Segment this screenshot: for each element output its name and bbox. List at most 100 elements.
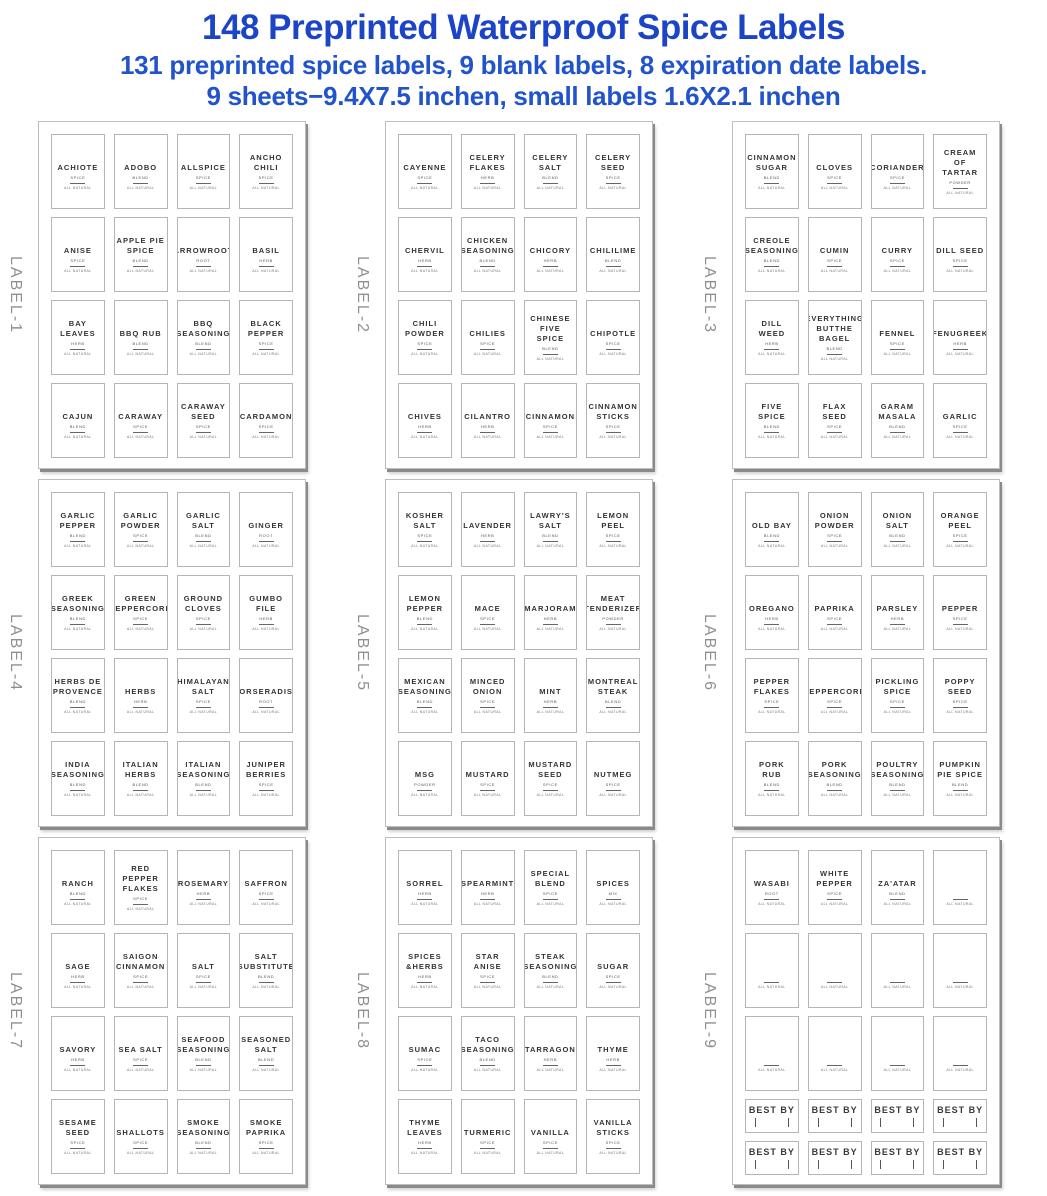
- label-footer: ALL NATURAL: [820, 984, 849, 989]
- label-footer: ALL NATURAL: [411, 1067, 439, 1072]
- label-type: HERB: [480, 532, 495, 538]
- label-type: SPICE: [827, 174, 843, 180]
- label-divider-line: [605, 348, 621, 350]
- spice-label: FENNEL SPICE ALL NATURAL: [870, 300, 925, 376]
- label-divider-line: [605, 540, 621, 542]
- spice-label: MEXICAN SEASONING BLEND ALL NATURAL: [398, 658, 452, 734]
- label-title: CAYENNE: [403, 163, 447, 173]
- label-divider-line: [480, 981, 496, 983]
- sheet-name: LABEL-1: [7, 256, 24, 335]
- spice-label: BAY LEAVES HERB ALL NATURAL: [51, 300, 105, 376]
- label-footer: ALL NATURAL: [64, 543, 92, 548]
- label-title: LEMON PEPPER: [406, 594, 444, 614]
- label-title: SALT: [191, 962, 215, 972]
- label-footer: ALL NATURAL: [946, 901, 974, 906]
- label-title: GARLIC: [942, 412, 978, 422]
- label-footer: ALL NATURAL: [252, 185, 280, 190]
- label-type: SPICE: [417, 1056, 433, 1062]
- label-footer: ALL NATURAL: [820, 709, 849, 714]
- label-divider-line: [827, 265, 843, 267]
- best-by-text: BEST BY: [937, 1147, 984, 1158]
- spice-label: DILL WEED HERB ALL NATURAL: [745, 300, 799, 376]
- label-divider-line: [195, 1147, 211, 1149]
- label-title: BBQ SEASONING: [176, 319, 231, 339]
- label-divider-line: [70, 348, 86, 350]
- blank-label: ALL NATURAL: [933, 850, 987, 926]
- spice-label: ITALIAN SEASONING BLEND ALL NATURAL: [176, 741, 231, 817]
- label-footer: ALL NATURAL: [64, 901, 92, 906]
- label-footer: ALL NATURAL: [599, 543, 627, 548]
- label-divider-line: [70, 540, 86, 542]
- label-divider-line: [952, 1064, 968, 1066]
- label-divider-line: [480, 623, 496, 625]
- label-title: CELERY SALT: [532, 153, 569, 173]
- label-divider-line: [480, 182, 496, 184]
- label-divider-line: [952, 187, 968, 189]
- label-divider-line: [764, 981, 780, 983]
- label-sheet: RANCH BLEND ALL NATURAL RED PEPPER FLAKES SP…: [38, 837, 306, 1186]
- label-title: SESAME SEED: [59, 1118, 97, 1138]
- spice-label: GARLIC PEPPER BLEND ALL NATURAL: [51, 492, 105, 568]
- label-footer: ALL NATURAL: [126, 626, 155, 631]
- label-sheet: CINNAMON SUGAR BLEND ALL NATURAL CLOVES SPIC…: [732, 121, 1000, 470]
- label-footer: ALL NATURAL: [64, 185, 92, 190]
- spice-label: ONION SALT BLEND ALL NATURAL: [870, 492, 925, 568]
- spice-label: GREEN PEPPERCORNSPICE ALL NATURAL: [113, 575, 168, 651]
- spice-label: MINCED ONION SPICE ALL NATURAL: [460, 658, 515, 734]
- label-divider-line: [258, 348, 274, 350]
- label-title: CUMIN: [819, 246, 850, 256]
- label-title: HERBS: [124, 687, 157, 697]
- spice-label: MEAT TENDERIZER POWDER ALL NATURAL: [586, 575, 640, 651]
- spice-label: BASIL HERB ALL NATURAL: [239, 217, 293, 293]
- spice-label: ONION POWDER SPICE ALL NATURAL: [807, 492, 862, 568]
- label-divider-line: [542, 981, 558, 983]
- label-divider-line: [764, 1064, 780, 1066]
- spice-label: SALT SUBSTITUTE BLEND ALL NATURAL: [239, 933, 293, 1009]
- label-divider-line: [827, 431, 843, 433]
- label-title: ZA'ATAR: [878, 879, 917, 889]
- label-type: SPICE: [480, 973, 496, 979]
- label-footer: ALL NATURAL: [189, 351, 218, 356]
- label-footer: ALL NATURAL: [189, 626, 218, 631]
- label-footer: ALL NATURAL: [126, 1067, 155, 1072]
- label-type: BLEND: [69, 615, 87, 621]
- spice-label: SAFFRON SPICE ALL NATURAL: [239, 850, 293, 926]
- label-footer: ALL NATURAL: [473, 434, 502, 439]
- label-footer: ALL NATURAL: [883, 268, 912, 273]
- label-title: MSG: [414, 770, 435, 780]
- spice-label: TARRAGON HERB ALL NATURAL: [523, 1016, 578, 1092]
- label-divider-line: [480, 898, 496, 900]
- label-title: PUMPKIN PIE SPICE: [937, 760, 983, 780]
- spice-label: CHIPOTLE SPICE ALL NATURAL: [586, 300, 640, 376]
- label-divider-line: [133, 431, 149, 433]
- label-type: SPICE: [258, 423, 274, 429]
- spice-label: CLOVES SPICE ALL NATURAL: [807, 134, 862, 210]
- label-footer: ALL NATURAL: [536, 626, 565, 631]
- page-title: 148 Preprinted Waterproof Spice Labels: [202, 8, 845, 47]
- spice-label: GREEK SEASONING BLEND ALL NATURAL: [51, 575, 105, 651]
- label-title: GUMBO FILE: [249, 594, 283, 614]
- spice-label: EVERYTHING BUTTHE BAGEL BLEND ALL NATURAL: [807, 300, 862, 376]
- blank-label: ALL NATURAL: [807, 933, 862, 1009]
- label-type: BLEND: [604, 257, 622, 263]
- label-type: BLEND: [542, 532, 559, 538]
- label-type: BLEND: [69, 890, 87, 896]
- spice-label: PUMPKIN PIE SPICE BLEND ALL NATURAL: [933, 741, 987, 817]
- label-divider-line: [70, 1064, 86, 1066]
- label-sheet: OLD BAY BLEND ALL NATURAL ONION POWDER SPICE…: [732, 479, 1000, 828]
- label-footer: ALL NATURAL: [473, 1150, 502, 1155]
- label-divider-line: [542, 1147, 558, 1149]
- label-footer: ALL NATURAL: [411, 268, 439, 273]
- label-footer: ALL NATURAL: [820, 268, 849, 273]
- label-title: CHIVES: [407, 412, 442, 422]
- label-title: CAJUN: [62, 412, 94, 422]
- page-subtitle-sizes: 9 sheets−9.4X7.5 inchen, small labels 1.…: [206, 81, 841, 112]
- label-divider-line: [258, 265, 274, 267]
- spice-label: CINNAMON SUGAR BLEND ALL NATURAL: [745, 134, 799, 210]
- label-title: CARDAMON: [239, 412, 293, 422]
- label-title: SEAFOOD SEASONING: [176, 1035, 231, 1055]
- label-divider-line: [133, 623, 149, 625]
- label-footer: ALL NATURAL: [946, 268, 974, 273]
- sheet-name: LABEL-2: [354, 256, 371, 335]
- label-type: SPICE: [195, 615, 211, 621]
